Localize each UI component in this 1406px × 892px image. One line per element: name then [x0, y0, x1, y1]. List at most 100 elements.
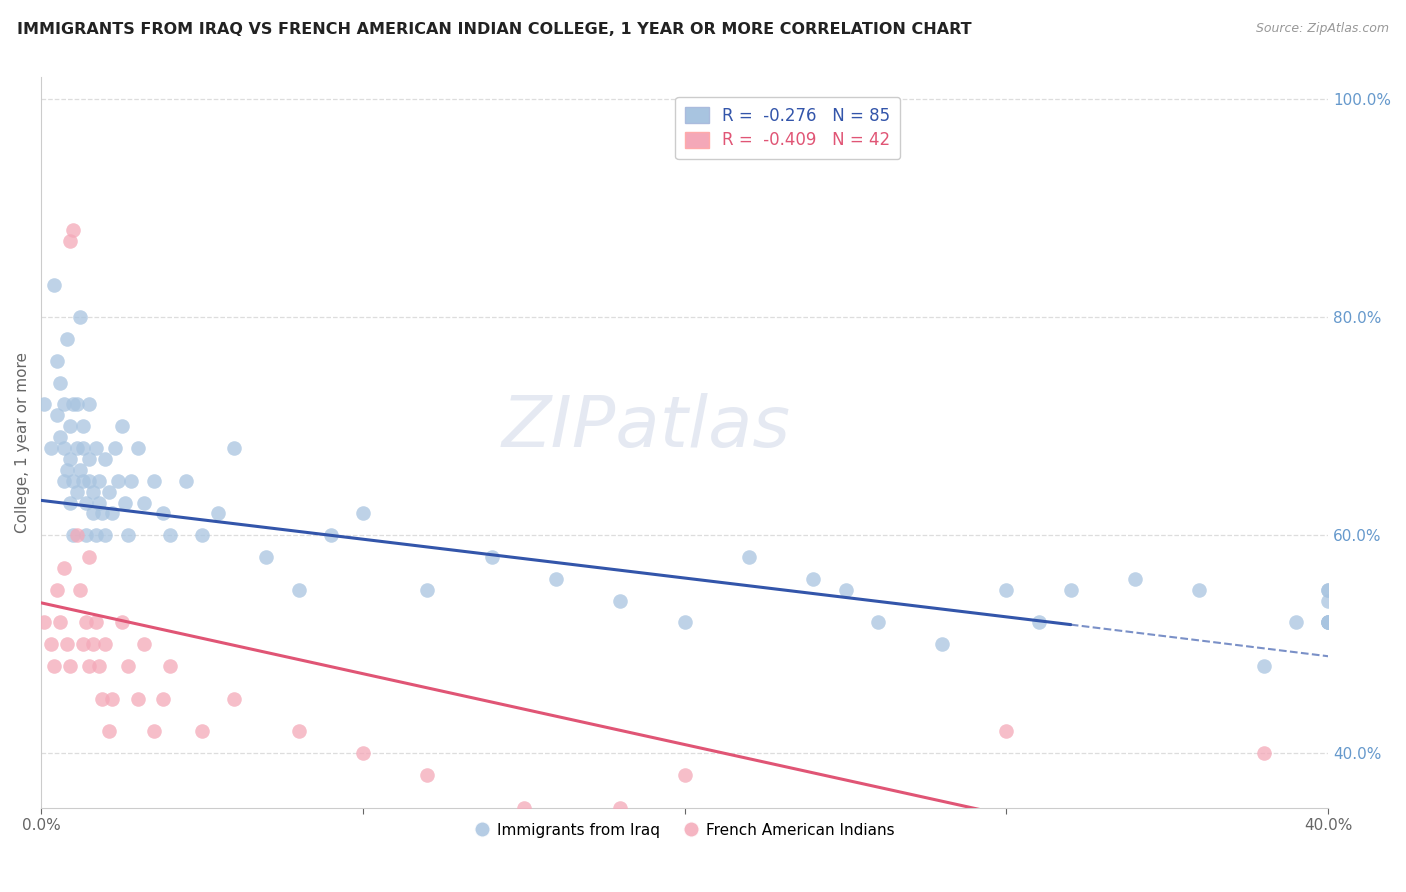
Point: [52, 397, 75, 411]
Point: [34, 615, 56, 630]
Point: [52, 474, 75, 488]
Point: [1317, 615, 1340, 630]
Point: [59, 452, 82, 467]
Point: [97, 484, 120, 499]
Point: [72, 419, 94, 434]
Point: [254, 549, 277, 564]
Point: [42, 659, 65, 673]
Point: [609, 801, 631, 815]
Point: [738, 549, 761, 564]
Point: [62, 223, 84, 237]
Point: [52, 441, 75, 455]
Point: [107, 474, 129, 488]
Point: [69, 310, 91, 325]
Point: [352, 507, 374, 521]
Point: [1123, 572, 1146, 586]
Point: [79, 452, 101, 467]
Point: [110, 615, 132, 630]
Point: [49, 376, 72, 390]
Point: [91, 507, 114, 521]
Point: [56, 463, 79, 477]
Point: [72, 441, 94, 455]
Text: ZIPatlas: ZIPatlas: [502, 393, 790, 462]
Point: [801, 572, 824, 586]
Point: [65, 441, 87, 455]
Point: [1285, 615, 1308, 630]
Text: Source: ZipAtlas.com: Source: ZipAtlas.com: [1256, 22, 1389, 36]
Point: [1028, 615, 1050, 630]
Point: [52, 561, 75, 575]
Point: [87, 495, 110, 509]
Point: [79, 549, 101, 564]
Point: [94, 452, 117, 467]
Point: [34, 397, 56, 411]
Point: [995, 582, 1018, 597]
Point: [75, 615, 97, 630]
Legend: Immigrants from Iraq, French American Indians: Immigrants from Iraq, French American In…: [468, 817, 901, 844]
Point: [101, 691, 124, 706]
Point: [352, 746, 374, 760]
Point: [120, 474, 142, 488]
Point: [94, 528, 117, 542]
Point: [84, 528, 107, 542]
Point: [1060, 582, 1083, 597]
Point: [42, 277, 65, 292]
Point: [46, 354, 69, 368]
Point: [207, 507, 229, 521]
Point: [481, 549, 503, 564]
Point: [62, 528, 84, 542]
Point: [142, 474, 165, 488]
Point: [191, 724, 214, 739]
Point: [69, 582, 91, 597]
Point: [152, 507, 174, 521]
Point: [59, 495, 82, 509]
Point: [56, 637, 79, 651]
Point: [1317, 582, 1340, 597]
Point: [72, 637, 94, 651]
Point: [75, 528, 97, 542]
Point: [513, 801, 536, 815]
Point: [174, 474, 197, 488]
Point: [1317, 615, 1340, 630]
Point: [87, 659, 110, 673]
Point: [79, 474, 101, 488]
Point: [1317, 615, 1340, 630]
Point: [65, 528, 87, 542]
Point: [159, 528, 181, 542]
Point: [224, 691, 246, 706]
Point: [834, 877, 856, 891]
Point: [159, 659, 181, 673]
Point: [75, 495, 97, 509]
Point: [65, 484, 87, 499]
Point: [995, 724, 1018, 739]
Point: [152, 691, 174, 706]
Point: [104, 441, 127, 455]
Point: [79, 397, 101, 411]
Point: [91, 691, 114, 706]
Point: [544, 572, 567, 586]
Point: [117, 659, 139, 673]
Point: [114, 495, 136, 509]
Point: [49, 430, 72, 444]
Point: [1253, 659, 1275, 673]
Point: [59, 234, 82, 248]
Point: [39, 637, 62, 651]
Point: [82, 484, 104, 499]
Point: [62, 474, 84, 488]
Point: [673, 615, 696, 630]
Point: [142, 724, 165, 739]
Point: [101, 507, 124, 521]
Point: [1317, 615, 1340, 630]
Point: [59, 419, 82, 434]
Point: [79, 659, 101, 673]
Point: [132, 637, 155, 651]
Point: [1317, 582, 1340, 597]
Point: [46, 582, 69, 597]
Point: [84, 615, 107, 630]
Point: [82, 637, 104, 651]
Point: [1317, 593, 1340, 607]
Point: [224, 441, 246, 455]
Point: [673, 768, 696, 782]
Point: [1188, 582, 1211, 597]
Point: [84, 441, 107, 455]
